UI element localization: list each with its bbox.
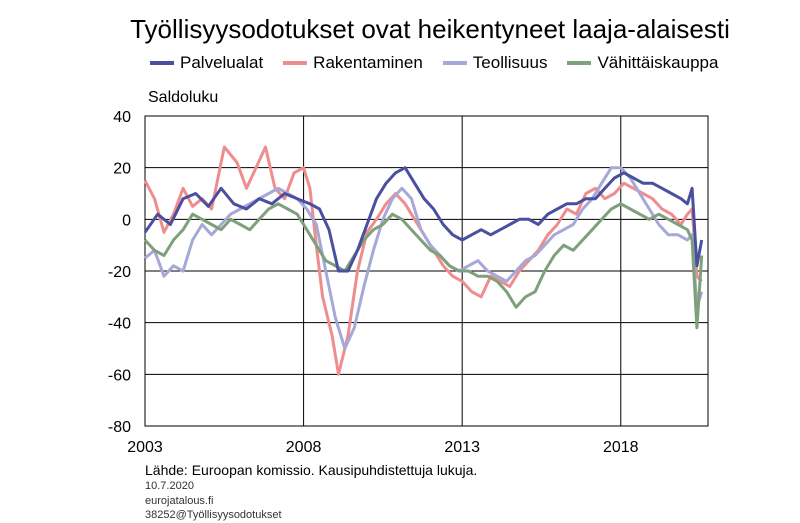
x-tick-label: 2008 bbox=[286, 439, 322, 456]
legend-label: Palvelualat bbox=[180, 53, 264, 72]
footer-site: eurojatalous.fi bbox=[145, 495, 214, 507]
series-line-palvelualat bbox=[143, 166, 704, 273]
y-tick-label: 20 bbox=[113, 161, 131, 178]
y-tick-label: 40 bbox=[113, 109, 131, 126]
series-line-v-hitt-iskauppa bbox=[143, 202, 704, 330]
series-line-teollisuus bbox=[144, 166, 704, 350]
footer-source: Lähde: Euroopan komissio. Kausipuhdistet… bbox=[145, 462, 478, 478]
y-tick-label: -80 bbox=[108, 419, 131, 436]
y-tick-label: -20 bbox=[108, 264, 131, 281]
legend-swatch bbox=[150, 61, 174, 65]
legend-item: Vähittäiskauppa bbox=[567, 53, 718, 73]
footer-id: 38252@Työllisyysodotukset bbox=[145, 509, 282, 521]
legend-swatch bbox=[283, 61, 308, 65]
x-tick-label: 2003 bbox=[127, 439, 163, 456]
footer-date: 10.7.2020 bbox=[145, 480, 194, 492]
legend: Palvelualat Rakentaminen Teollisuus Vähittä… bbox=[150, 52, 718, 74]
legend-item: Teollisuus bbox=[442, 53, 548, 73]
y-axis-label: Saldoluku bbox=[148, 89, 219, 106]
legend-swatch bbox=[567, 61, 592, 65]
legend-item: Rakentaminen bbox=[283, 53, 423, 73]
legend-swatch bbox=[442, 61, 467, 65]
x-tick-label: 2013 bbox=[444, 439, 480, 456]
legend-label: Rakentaminen bbox=[313, 53, 423, 72]
chart-title: Työllisyysodotukset ovat heikentyneet la… bbox=[130, 14, 730, 44]
plot-frame bbox=[144, 115, 709, 427]
y-tick-label: -40 bbox=[108, 316, 131, 333]
legend-label: Vähittäiskauppa bbox=[597, 53, 719, 72]
series-line-rakentaminen bbox=[143, 145, 703, 376]
y-tick-label: 0 bbox=[122, 212, 131, 229]
legend-label: Teollisuus bbox=[472, 53, 548, 72]
x-tick-label: 2018 bbox=[603, 439, 639, 456]
y-tick-label: -60 bbox=[108, 367, 131, 384]
legend-item: Palvelualat bbox=[150, 53, 263, 73]
